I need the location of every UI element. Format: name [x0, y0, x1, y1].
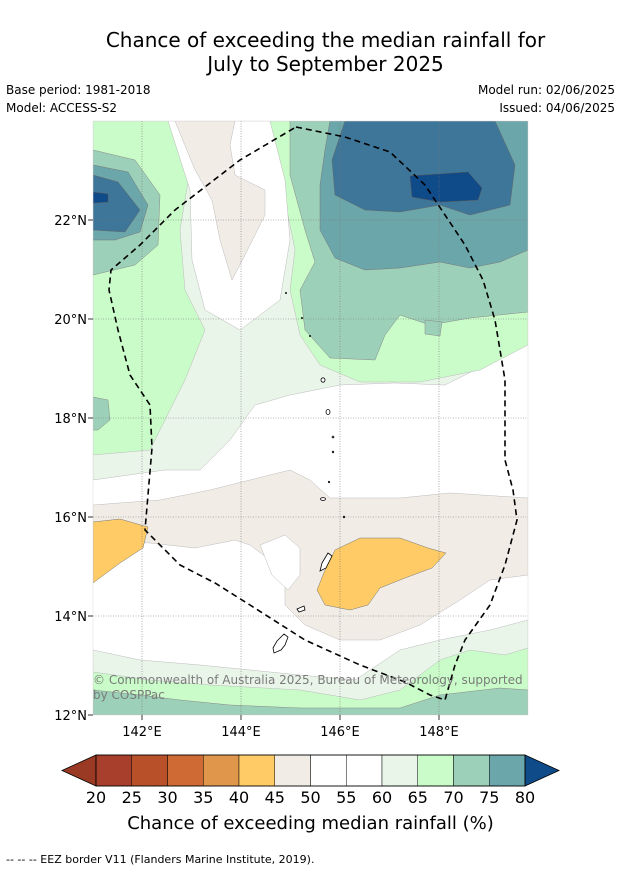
lon-label-148: 148°E [419, 725, 459, 740]
colorbar-tick-label: 75 [479, 788, 499, 807]
colorbar-tick-label: 60 [372, 788, 392, 807]
colorbar-under-arrow [61, 754, 97, 787]
zone-65-small [424, 319, 443, 337]
zone-75-northeast [331, 121, 516, 216]
colorbar-cell [131, 754, 168, 787]
colorbar-tick-label: 25 [122, 788, 142, 807]
colorbar-cell [310, 754, 347, 787]
colorbar-cell [381, 754, 418, 787]
lat-label-12: 12°N [54, 709, 87, 724]
colorbar-tick-label: 50 [300, 788, 320, 807]
colorbar-cell [203, 754, 240, 787]
title-line-1: Chance of exceeding the median rainfall … [105, 28, 546, 52]
copyright-line-2: by COSPPac [93, 688, 165, 702]
colorbar-frame [95, 754, 526, 787]
issued-date: Issued: 04/06/2025 [499, 101, 615, 115]
colorbar-cell [95, 754, 132, 787]
meta-right: Model run: 02/06/2025 Issued: 04/06/2025 [478, 81, 615, 117]
eez-legend: -- -- -- EEZ border V11 (Flanders Marine… [6, 853, 315, 866]
lat-label-20: 20°N [54, 313, 87, 328]
colorbar-tick-label: 40 [229, 788, 249, 807]
map-fill-layer: © Commonwealth of Australia 2025, Bureau… [93, 121, 528, 715]
zone-80-west [93, 191, 109, 204]
colorbar-cell [453, 754, 490, 787]
base-period: Base period: 1981-2018 [6, 83, 151, 97]
lat-label-18: 18°N [54, 412, 87, 427]
zone-65-west-mid [93, 396, 111, 431]
copyright-line-1: © Commonwealth of Australia 2025, Bureau… [93, 673, 523, 687]
gridlines [93, 121, 528, 715]
colorbar-tick-label: 45 [265, 788, 285, 807]
lat-label-14: 14°N [54, 610, 87, 625]
model-run: Model run: 02/06/2025 [477, 83, 615, 97]
zone-45-central [93, 469, 528, 641]
lon-label-142: 142°E [122, 725, 162, 740]
colorbar-over-arrow [524, 754, 560, 787]
lon-label-146: 146°E [320, 725, 360, 740]
lat-label-22: 22°N [54, 214, 87, 229]
colorbar-cell [489, 754, 526, 787]
lat-label-16: 16°N [54, 511, 87, 526]
colorbar-tick-label: 65 [408, 788, 428, 807]
colorbar-tick-label: 55 [336, 788, 356, 807]
colorbar-cell [346, 754, 383, 787]
colorbar-tick-label: 35 [193, 788, 213, 807]
islands [272, 291, 346, 654]
colorbar-cell [238, 754, 275, 787]
axis-ticks [88, 219, 440, 720]
zone-75-west [93, 174, 141, 233]
chart-title: Chance of exceeding the median rainfall … [0, 28, 621, 76]
lat-labels: 22°N 20°N 18°N 16°N 14°N 12°N [54, 214, 87, 724]
lon-labels: 142°E 144°E 146°E 148°E [122, 725, 459, 740]
zone-35-far-west [93, 518, 149, 584]
colorbar-tick-label: 80 [515, 788, 535, 807]
colorbar-cell [274, 754, 311, 787]
colorbar: 20 25 30 35 40 45 50 55 60 65 70 75 80 [61, 754, 560, 807]
colorbar-cell [417, 754, 454, 787]
model-name: Model: ACCESS-S2 [6, 101, 118, 115]
zone-80-northeast [409, 171, 483, 203]
zone-45-north [174, 121, 266, 281]
title-line-2: July to September 2025 [207, 52, 444, 76]
colorbar-cell [167, 754, 204, 787]
eez-border [108, 126, 518, 702]
zone-neutral-pocket [259, 534, 301, 591]
zone-65-southeast [93, 687, 528, 715]
lon-label-144: 144°E [221, 725, 261, 740]
colorbar-tick-label: 20 [86, 788, 106, 807]
zone-60-southeast [93, 647, 528, 715]
meta-left: Base period: 1981-2018 Model: ACCESS-S2 [6, 81, 151, 117]
colorbar-tick-label: 70 [443, 788, 463, 807]
colorbar-tick-label: 30 [157, 788, 177, 807]
zone-35-east-of-islands [316, 537, 447, 611]
colorbar-label: Chance of exceeding median rainfall (%) [127, 813, 494, 834]
